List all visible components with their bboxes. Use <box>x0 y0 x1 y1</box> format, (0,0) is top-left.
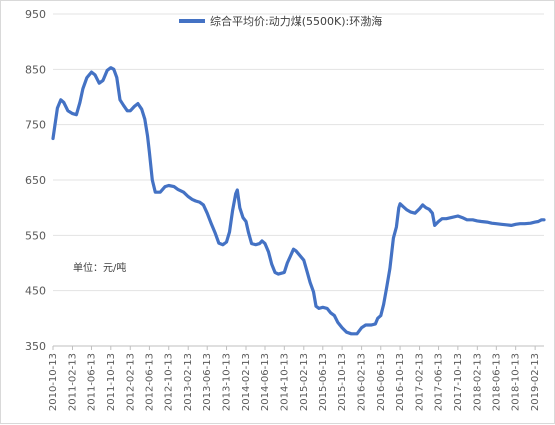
x-tick-label: 2011-06-13 <box>86 353 97 411</box>
x-tick-label: 2019-02-13 <box>530 353 541 411</box>
x-tick-label: 2018-02-13 <box>472 353 483 411</box>
series-line <box>51 66 546 336</box>
x-tick-label: 2014-10-13 <box>279 353 290 411</box>
y-tick-label: 850 <box>25 63 46 76</box>
x-tick-label: 2012-06-13 <box>144 353 155 411</box>
y-axis-ticks: 350 450 550 650 750 850 950 <box>25 8 46 353</box>
x-tick-label: 2018-06-13 <box>491 353 502 411</box>
gridlines <box>53 13 544 347</box>
x-tick-label: 2012-10-13 <box>164 353 175 411</box>
legend: 综合平均价:动力煤(5500K):环渤海 <box>179 14 382 28</box>
x-tick-label: 2010-10-13 <box>48 353 59 411</box>
x-tick-label: 2017-10-13 <box>453 353 464 411</box>
x-tick-label: 2016-10-13 <box>395 353 406 411</box>
x-tick-label: 2014-06-13 <box>260 353 271 411</box>
unit-note: 单位：元/吨 <box>73 261 126 274</box>
x-tick-label: 2014-02-13 <box>241 353 252 411</box>
y-tick-label: 550 <box>25 229 46 242</box>
x-tick-label: 2012-02-13 <box>125 353 136 411</box>
x-tick-label: 2018-10-13 <box>511 353 522 411</box>
x-tick-label: 2011-02-13 <box>67 353 78 411</box>
x-tick-label: 2017-02-13 <box>415 353 426 411</box>
x-tick-label: 2013-10-13 <box>222 353 233 411</box>
y-tick-label: 950 <box>25 8 46 21</box>
x-tick-label: 2015-10-13 <box>337 353 348 411</box>
x-tick-label: 2011-10-13 <box>106 353 117 411</box>
y-tick-label: 650 <box>25 174 46 187</box>
y-tick-label: 750 <box>25 119 46 132</box>
x-axis-ticks: 2010-10-13 2011-02-13 2011-06-13 2011-10-13… <box>48 346 541 411</box>
x-tick-label: 2015-02-13 <box>299 353 310 411</box>
legend-label: 综合平均价:动力煤(5500K):环渤海 <box>210 14 382 28</box>
y-tick-label: 450 <box>25 285 46 298</box>
x-tick-label: 2013-06-13 <box>202 353 213 411</box>
series-layer <box>51 66 546 336</box>
x-tick-label: 2016-02-13 <box>357 353 368 411</box>
y-tick-label: 350 <box>25 340 46 353</box>
x-tick-label: 2017-06-13 <box>434 353 445 411</box>
x-tick-label: 2016-06-13 <box>376 353 387 411</box>
x-tick-label: 2015-06-13 <box>318 353 329 411</box>
x-tick-label: 2013-02-13 <box>183 353 194 411</box>
